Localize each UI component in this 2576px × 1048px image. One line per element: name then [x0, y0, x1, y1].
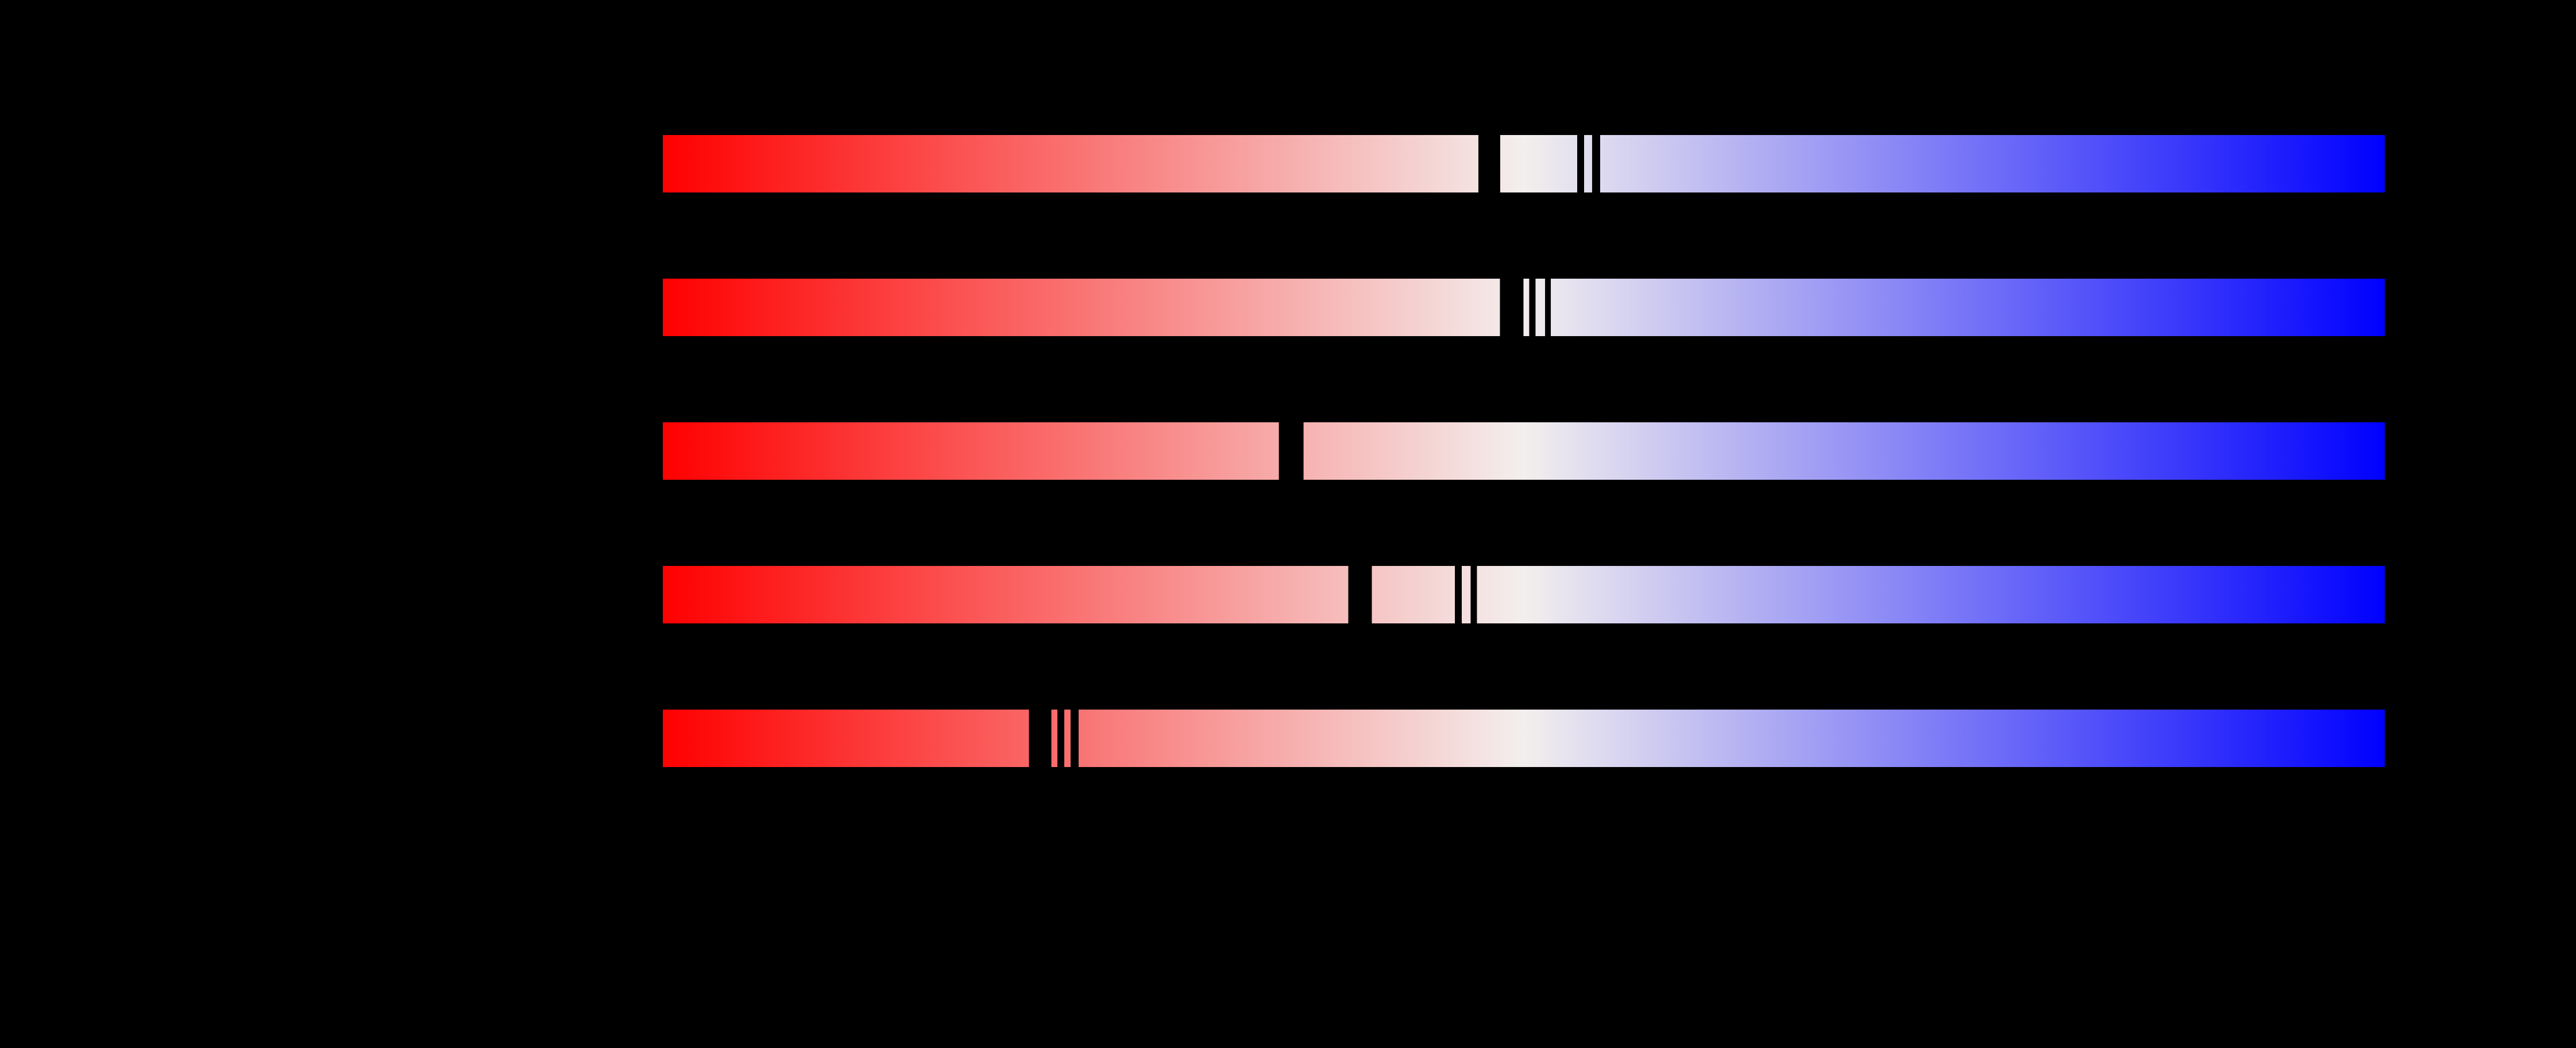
gradient-bar-row-1: [662, 135, 2385, 192]
marker-line-wide: [1279, 422, 1304, 480]
marker-line-thin: [1057, 710, 1064, 767]
marker-line-thin: [1455, 566, 1462, 623]
gradient-bar-row-2: [662, 279, 2385, 336]
gradient-bar-row-3: [662, 422, 2385, 480]
marker-line-thin: [1592, 135, 1601, 192]
gradient-bar-row-4: [662, 566, 2385, 623]
marker-line-wide: [1348, 566, 1372, 623]
marker-line-wide: [1029, 710, 1052, 767]
marker-line-wide: [1478, 135, 1501, 192]
marker-line-wide: [1500, 279, 1524, 336]
marker-line-thin: [1529, 279, 1536, 336]
marker-line-thin: [1470, 566, 1477, 623]
marker-line-thin: [1577, 135, 1585, 192]
marker-line-thin: [1545, 279, 1551, 336]
marker-line-thin: [1070, 710, 1079, 767]
gradient-bar-row-5: [662, 710, 2385, 767]
